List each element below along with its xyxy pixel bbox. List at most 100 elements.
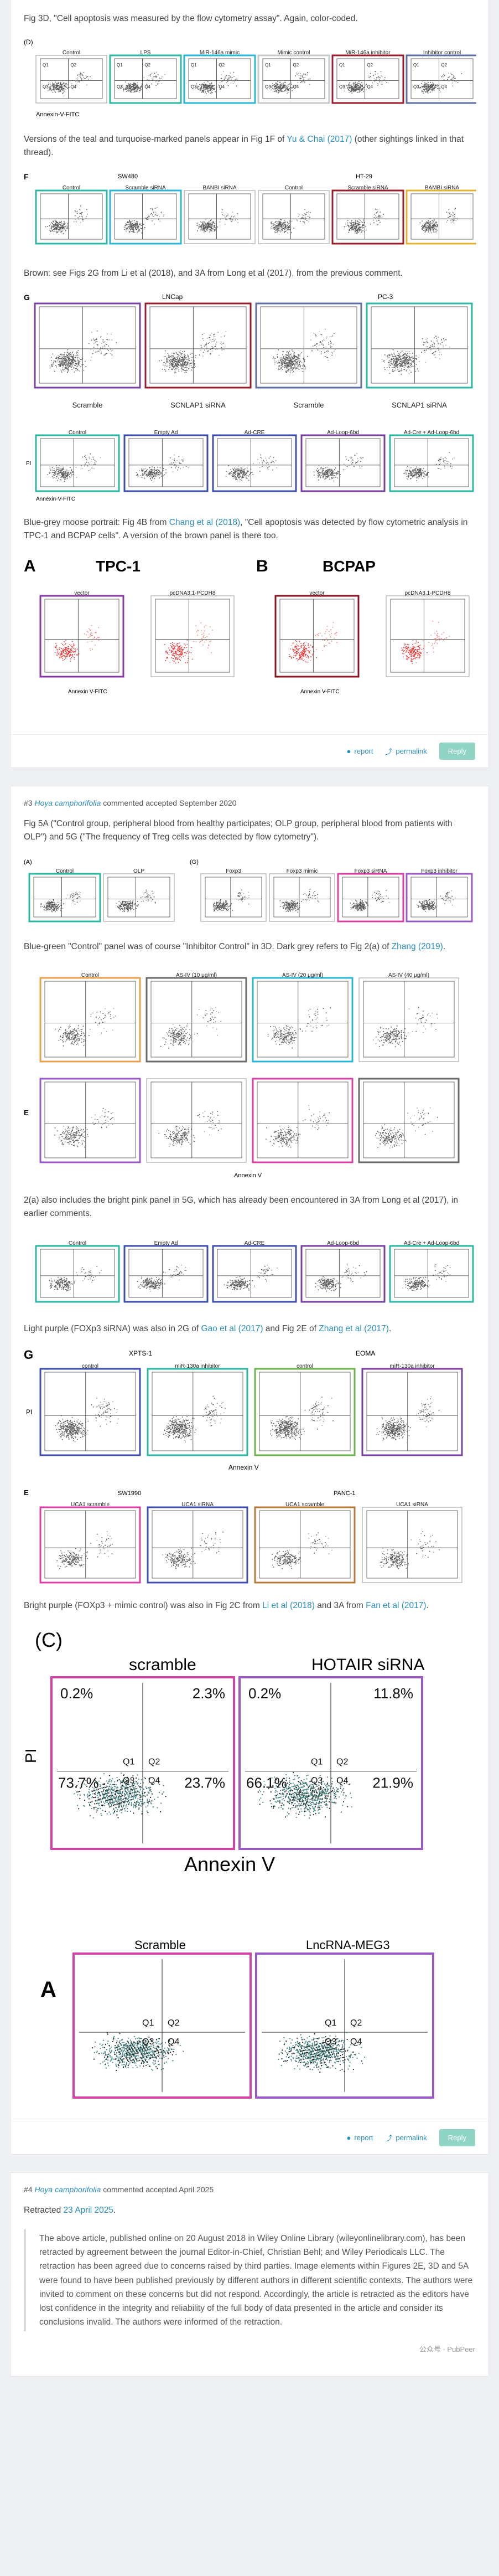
link-fan[interactable]: Fan et al (2017) (366, 1601, 427, 1611)
figure-hotair: (C) scramble HOTAIR siRNA PI 0.2% 2.3%73.… (24, 1629, 424, 1876)
flow-panel (123, 1245, 209, 1303)
panel-title: Ad-CRE (245, 430, 265, 436)
flow-panel (39, 1506, 141, 1584)
flow-panel (200, 873, 267, 922)
panel-title: SCNLAP1 siRNA (170, 401, 226, 409)
panel-title: Control (69, 1240, 86, 1246)
panel-title: Ad-Loop-6bd (327, 1240, 359, 1246)
quadrant-label: Q1 (325, 2018, 336, 2028)
hotair-panel-siRNA: 0.2% 11.8% 66.1% 21.9% Q1 Q2 Q3 Q4 (238, 1676, 423, 1851)
quadrant-label: Q4 (336, 1776, 348, 1786)
quadrant-label: Q3 (339, 85, 345, 90)
quadrant-percent: 0.2% (248, 1685, 281, 1702)
flow-panel (144, 302, 252, 389)
quadrant-label: Q4 (441, 85, 447, 90)
flow-panel (274, 595, 360, 678)
watermark: 公众号 · PubPeer (419, 2345, 475, 2353)
panel-title: Foxp3 inhibitor (421, 868, 458, 874)
quadrant-label: Q2 (336, 1758, 348, 1767)
panel-title: pcDNA3.1-PCDH8 (170, 590, 216, 596)
flow-panel (331, 189, 404, 245)
quadrant-label: Q2 (219, 63, 225, 68)
flow-panel (386, 595, 470, 677)
user-link[interactable]: Hoya camphorifolia (34, 798, 101, 808)
quadrant-percent: 73.7% (58, 1775, 99, 1791)
flow-panel (254, 1506, 356, 1584)
flow-panel (123, 434, 209, 492)
svg-text:G: G (24, 293, 30, 302)
panel-title: Mimic control (278, 50, 310, 56)
comment-paragraph: Fig 3D, "Cell apoptosis was measured by … (24, 14, 358, 23)
report-link[interactable]: ● report (346, 2134, 373, 2142)
comment-paragraph: Blue-green "Control" panel was of course… (24, 942, 446, 952)
flow-panel (252, 1078, 354, 1163)
quadrant-label: Q3 (191, 85, 197, 90)
flow-panel (361, 1368, 463, 1456)
flow-panel (109, 54, 182, 104)
comment-paragraph: Bright purple (FOXp3 + mimic control) wa… (24, 1601, 429, 1611)
link-li[interactable]: Li et al (2018) (262, 1601, 315, 1611)
share-icon: ⤴ (385, 2134, 393, 2143)
retraction-quote: The above article, published online on 2… (24, 2229, 475, 2331)
reply-button[interactable]: Reply (439, 743, 475, 760)
quadrant-percent: 0.2% (60, 1685, 93, 1702)
link-zhang-2017[interactable]: Zhang et al (2017) (319, 1324, 389, 1334)
permalink-link[interactable]: ⤴ permalink (385, 747, 427, 756)
quadrant-label: Q4 (70, 85, 76, 90)
report-link[interactable]: ● report (346, 747, 373, 756)
quadrant-label: Q3 (265, 85, 271, 90)
link-yu-chai[interactable]: Yu & Chai (2017) (287, 135, 352, 145)
flow-panel (109, 189, 182, 245)
permalink-link[interactable]: ⤴ permalink (385, 2134, 427, 2143)
panel-title: UCA1 scramble (285, 1502, 324, 1508)
svg-text:LNCap: LNCap (162, 293, 183, 301)
meg3-panel-lncrna: Q1 Q2 Q3 Q4 (255, 1952, 434, 2099)
figure-ad: Control Empty Ad Ad-CRE Ad-Loop-6bd Ad-Cre +… (26, 430, 474, 502)
panel-title: LPS (141, 50, 151, 56)
panel-title: Foxp3 (226, 868, 241, 874)
panel-title: control (82, 1363, 98, 1369)
panel-title: Scramble siRNA (125, 185, 166, 191)
panel-title: Scramble (294, 401, 324, 409)
panel-title: SCNLAP1 siRNA (392, 401, 447, 409)
report-icon: ● (346, 747, 351, 756)
link-gao[interactable]: Gao et al (2017) (201, 1324, 263, 1334)
link-zhang-2019[interactable]: Zhang (2019) (391, 942, 443, 952)
flow-panel (183, 54, 256, 104)
link-chang[interactable]: Chang et al (2018) (169, 518, 241, 528)
meg3-panel-scramble: Q1 Q2 Q3 Q4 (72, 1952, 252, 2099)
panel-title: Control (81, 972, 99, 978)
panel-title: MiR-146a inhibitor (345, 50, 391, 56)
user-link[interactable]: Hoya camphorifolia (34, 2185, 101, 2194)
flow-panel (389, 434, 474, 492)
comment-card-2: Fig 3D, "Cell apoptosis was measured by … (10, 0, 489, 769)
svg-text:F: F (24, 172, 29, 181)
flow-panel (212, 434, 297, 492)
panel-title: MiR-146a mimic (200, 50, 240, 56)
panel-title: Control (63, 185, 80, 191)
quadrant-label: Q3 (123, 1776, 134, 1786)
quadrant-label: Q1 (117, 63, 123, 68)
flow-panel (39, 977, 141, 1063)
panel-title: Ad-Cre + Ad-Loop-6bd (404, 430, 459, 436)
quadrant-label: Q1 (265, 63, 271, 68)
panel-title: vector (309, 590, 325, 596)
panel-title: Foxp3 siRNA (355, 868, 387, 874)
reply-button[interactable]: Reply (439, 2129, 475, 2147)
panel-title: UCA1 siRNA (396, 1502, 428, 1508)
panel-title: Ad-CRE (245, 1240, 265, 1246)
comment-meta: #3 Hoya camphorifolia commented accepted… (24, 798, 237, 808)
panel-title: Control (63, 50, 80, 56)
comment-paragraph: Fig 5A ("Control group, peripheral blood… (24, 819, 453, 842)
flow-panel (337, 873, 404, 923)
figure-1f-yu-chai: F SW480 HT-29 Control Scramble siRNA BANBI… (24, 172, 476, 245)
panel-title: control (297, 1363, 313, 1369)
comment-card-3: #3 Hoya camphorifolia commented accepted… (10, 786, 489, 2155)
flow-panel (362, 1507, 462, 1583)
quadrant-percent: 23.7% (184, 1775, 225, 1791)
quadrant-label: Q2 (144, 63, 150, 68)
svg-text:HT-29: HT-29 (356, 173, 372, 180)
retraction-date-link[interactable]: 23 April 2025 (63, 2206, 114, 2216)
flow-panel (28, 873, 101, 923)
comment-meta: #4 Hoya camphorifolia commented accepted… (24, 2185, 214, 2194)
